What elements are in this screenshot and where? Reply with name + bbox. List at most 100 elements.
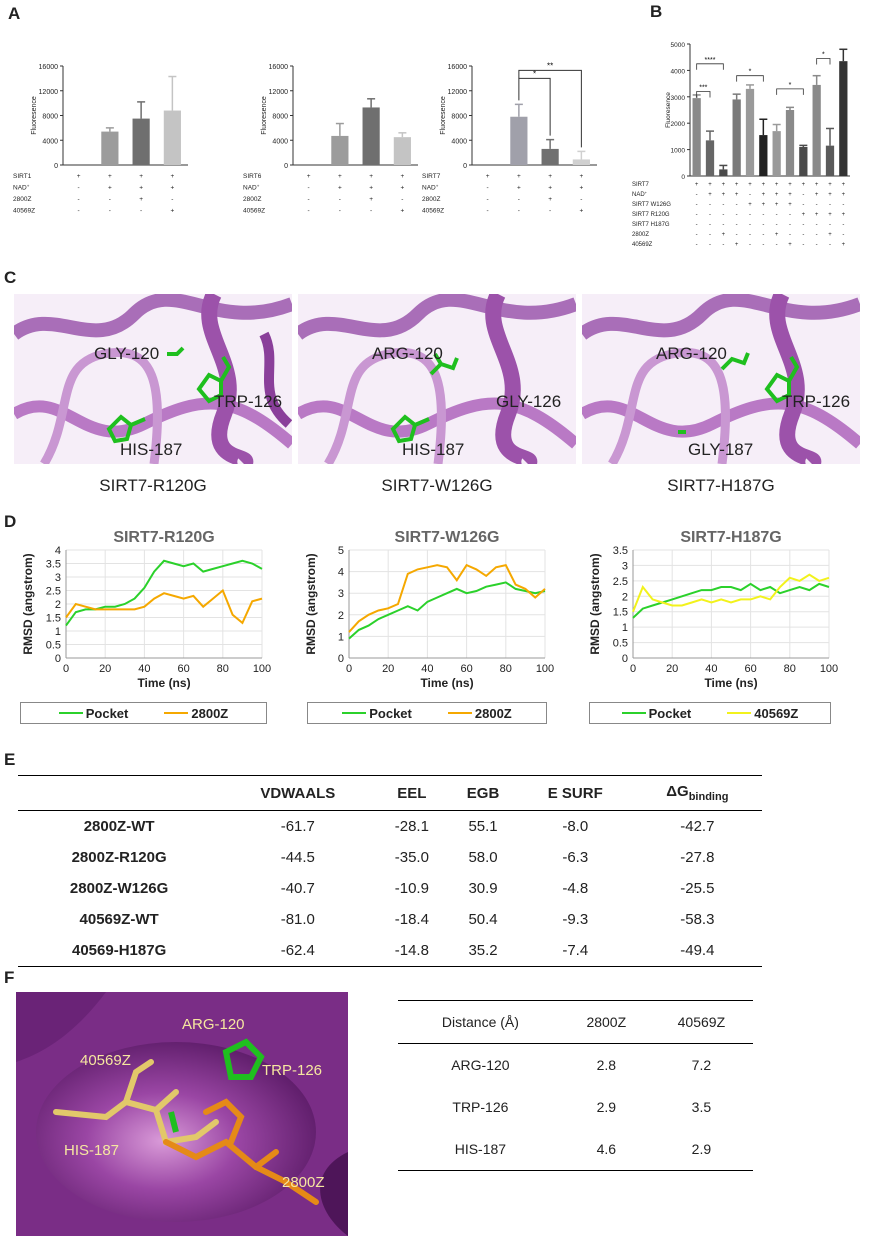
y-axis-label: RMSD (angstrom) (588, 553, 602, 654)
y-axis-label: Fluoresence (440, 96, 447, 135)
header-cell: VDWAALS (260, 784, 336, 802)
x-tick-label: 100 (536, 663, 554, 675)
sign-cell: + (517, 173, 521, 180)
sign-cell: - (749, 232, 751, 238)
residue-label: TRP-126 (214, 392, 283, 411)
table-row: TRP-126 2.9 3.5 (452, 1099, 712, 1115)
x-tick-label: 40 (138, 663, 150, 675)
sign-cell: - (78, 208, 80, 215)
series-line (632, 582, 830, 619)
significance-bracket (696, 91, 711, 98)
x-tick-label: 0 (630, 663, 636, 675)
y-tick-label: 2 (55, 599, 61, 611)
sign-cell: + (369, 196, 373, 203)
sign-cell: - (696, 242, 698, 248)
y-tick-label: 16000 (39, 64, 59, 71)
sign-cell: - (762, 232, 764, 238)
legend-swatch (621, 712, 646, 714)
x-tick-label: 100 (820, 663, 838, 675)
significance-bracket (816, 58, 831, 65)
structure-w126g (298, 294, 576, 464)
sign-cell: - (370, 208, 372, 215)
sign-cell: + (139, 185, 143, 192)
legend-label: 2800Z (191, 705, 229, 721)
y-tick-label: 1.5 (46, 613, 61, 625)
structure-caption: SIRT7-H187G (667, 476, 775, 495)
sign-cell: - (109, 196, 111, 203)
y-axis-label: Fluoresence (31, 96, 38, 135)
sign-cell: + (828, 192, 832, 198)
sign-cell: - (722, 222, 724, 228)
table-row: 2800Z-R120G -44.5 -35.0 58.0 -6.3 -27.8 (71, 849, 715, 866)
bar (101, 131, 119, 165)
y-tick-label: 8000 (451, 114, 467, 121)
row-label: SIRT6 (243, 173, 262, 180)
y-tick-label: 2 (622, 591, 628, 603)
row-label: 40569Z (632, 242, 653, 248)
y-tick-label: 0 (463, 163, 467, 170)
y-tick-label: 0.5 (613, 638, 628, 650)
sign-cell: + (788, 192, 792, 198)
sign-cell: - (816, 222, 818, 228)
row-label: NAD+ (422, 183, 439, 192)
y-tick-label: 2 (338, 610, 344, 622)
residue-label: ARG-120 (656, 344, 727, 363)
pocket-label: ARG-120 (182, 1016, 245, 1033)
bar-chart-mutants: 0 1000 2000 3000 4000 5000 Fluoresence SIRT7 + + +… (632, 42, 850, 248)
sign-cell: + (815, 192, 819, 198)
legend-label: Pocket (369, 705, 412, 721)
structure-caption: SIRT7-R120G (99, 476, 207, 495)
chart-title: SIRT7-W126G (395, 529, 500, 546)
panel-label-b: B (650, 2, 663, 21)
sign-cell: + (517, 185, 521, 192)
x-tick-label: 80 (784, 663, 796, 675)
x-tick-label: 20 (99, 663, 111, 675)
bar (163, 110, 181, 165)
bar (745, 88, 755, 176)
bar (692, 98, 701, 176)
bar-chart-sirt1: 0 4000 8000 12000 16000 Fluoresence SIRT1 + + + + N… (13, 64, 188, 215)
row-label: NAD+ (632, 190, 648, 199)
panel-label-f: F (4, 968, 15, 987)
bar (510, 116, 528, 165)
y-axis-label: Fluoresence (665, 92, 672, 128)
sign-cell: - (749, 222, 751, 228)
x-tick-label: 0 (346, 663, 352, 675)
energy-table: VDWAALS EEL EGB E SURF ΔGbinding 2800Z-W… (18, 775, 762, 967)
sign-cell: - (580, 196, 582, 203)
table-row: 40569Z-WT -81.0 -18.4 50.4 -9.3 -58.3 (79, 911, 715, 928)
row-label: NAD+ (13, 183, 30, 192)
x-tick-label: 40 (705, 663, 717, 675)
row-label: SIRT7 R120G (632, 212, 670, 218)
sign-cell: - (696, 202, 698, 208)
pocket-label: TRP-126 (262, 1062, 323, 1079)
y-tick-label: 3.5 (46, 559, 61, 571)
sign-cell: - (829, 242, 831, 248)
sign-cell: + (842, 242, 846, 248)
row-label: 2800Z (243, 196, 261, 203)
y-tick-label: 4 (55, 545, 61, 557)
sign-cell: - (816, 242, 818, 248)
sign-cell: + (748, 182, 752, 188)
sign-cell: + (170, 208, 174, 215)
sign-cell: - (802, 232, 804, 238)
y-tick-label: 3.5 (613, 545, 628, 557)
sign-cell: + (775, 232, 779, 238)
sign-cell: - (109, 208, 111, 215)
sign-cell: + (400, 173, 404, 180)
row-label: SIRT7 H187G (632, 222, 670, 228)
sign-cell: + (139, 173, 143, 180)
sign-cell: + (775, 192, 779, 198)
sign-cell: + (788, 182, 792, 188)
sign-cell: + (802, 182, 806, 188)
y-tick-label: 0 (284, 163, 288, 170)
bar-chart-sirt6: 0 4000 8000 12000 16000 Fluoresence SIRT6 + + + + N… (243, 64, 418, 215)
bar (393, 137, 411, 165)
x-tick-label: 40 (421, 663, 433, 675)
table-row: HIS-187 4.6 2.9 (398, 1128, 753, 1171)
x-tick-label: 100 (253, 663, 271, 675)
x-axis-label: Time (ns) (420, 676, 473, 690)
y-tick-label: 12000 (448, 89, 468, 96)
sign-cell: + (815, 182, 819, 188)
